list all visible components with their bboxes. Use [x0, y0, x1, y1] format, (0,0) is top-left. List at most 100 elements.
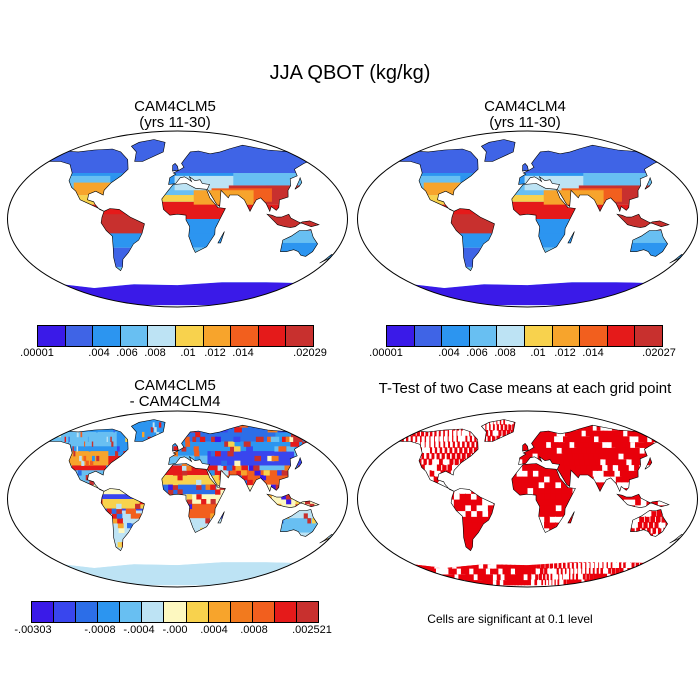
coastline-japan — [644, 176, 653, 190]
value-cell — [111, 508, 118, 514]
significance-cell — [634, 464, 643, 471]
value-cell — [185, 441, 191, 447]
significance-cell — [459, 510, 467, 517]
significance-cell — [441, 453, 445, 460]
significance-cell — [451, 453, 456, 460]
coastline-namerica — [398, 428, 479, 492]
significance-cell — [563, 579, 567, 586]
significance-cell — [589, 562, 591, 569]
significance-cell — [488, 510, 495, 517]
panel-title-line1: CAM4CLM4 — [484, 98, 566, 115]
significance-cell — [539, 573, 542, 581]
significance-cell — [623, 453, 633, 460]
significance-cell — [604, 567, 608, 575]
significance-cell — [627, 562, 631, 569]
significance-cell — [613, 453, 622, 460]
value-cell — [284, 465, 292, 471]
value-cell — [173, 446, 178, 452]
significance-cell — [443, 430, 445, 437]
coastline-namerica — [398, 148, 479, 212]
significance-cell — [551, 579, 553, 586]
panel-title-line2: (yrs 11-30) — [139, 114, 211, 131]
significance-cell — [431, 419, 439, 425]
significance-cell — [503, 579, 511, 586]
significance-cell — [598, 562, 600, 569]
colorbar-swatch — [296, 602, 319, 622]
significance-cell — [567, 453, 575, 460]
value-cell — [116, 508, 122, 514]
significance-cell — [549, 481, 557, 489]
coastline-eurasia — [168, 144, 315, 213]
significance-cell — [459, 487, 466, 494]
colorbar-swatch — [186, 602, 209, 622]
significance-cell — [638, 453, 648, 460]
significance-cell — [502, 567, 509, 575]
significance-cell — [459, 447, 463, 454]
significance-cell — [430, 579, 448, 586]
value-cell — [76, 431, 79, 438]
significance-cell — [429, 430, 433, 437]
significance-cell — [474, 562, 483, 569]
significance-cell — [516, 476, 523, 483]
colorbar-swatch — [469, 326, 498, 346]
significance-cell — [548, 567, 552, 575]
panel-title-bottom-right: T-Test of two Case means at each grid po… — [378, 380, 672, 397]
panel-title-bottom-left: CAM4CLM5 - CAM4CLM4 — [80, 378, 270, 410]
significance-cell — [594, 435, 603, 443]
coastline-uk — [522, 442, 529, 452]
colorbar-swatch — [54, 602, 77, 622]
panel-title-line2: - CAM4CLM4 — [129, 393, 221, 410]
significance-cell — [562, 453, 570, 460]
colorbar-swatch — [93, 326, 121, 346]
significance-cell — [416, 430, 420, 437]
coastline-japan — [294, 456, 303, 470]
significance-cell — [623, 499, 630, 506]
significance-cell — [570, 464, 578, 471]
significance-cell — [468, 447, 473, 454]
significance-cell — [406, 567, 421, 575]
significance-cell — [544, 579, 547, 586]
significance-cell — [510, 481, 517, 489]
significance-cell — [459, 499, 466, 506]
significance-cell — [625, 447, 635, 454]
value-cell — [135, 513, 141, 519]
value-cell — [193, 446, 199, 452]
significance-cell — [398, 562, 412, 569]
colorbar-swatch — [274, 602, 297, 622]
map-difference — [7, 410, 348, 588]
cbar-label: -.00303 — [14, 624, 52, 636]
colorbar-swatch — [38, 326, 66, 346]
value-cell — [227, 451, 234, 457]
significance-cell — [506, 430, 511, 437]
significance-cell — [566, 579, 570, 586]
significance-cell — [420, 435, 422, 443]
significance-cell — [482, 516, 490, 523]
significance-cell — [433, 458, 438, 466]
map-cam4clm5 — [7, 130, 348, 308]
significance-cell — [536, 562, 541, 569]
significance-cell — [555, 499, 563, 506]
significance-cell — [522, 464, 529, 471]
significance-cell — [652, 562, 657, 569]
value-cell — [311, 518, 316, 524]
significance-cell — [566, 487, 574, 494]
significance-cell — [496, 424, 499, 431]
significance-cell — [657, 527, 662, 535]
significance-cell — [605, 579, 615, 586]
significance-cell — [438, 441, 441, 448]
significance-cell — [639, 516, 645, 523]
value-cell — [168, 489, 174, 495]
coastline-australia — [630, 229, 668, 257]
significance-cell — [431, 453, 435, 460]
significance-cell — [639, 447, 650, 454]
significance-cell — [532, 470, 540, 477]
significance-cell — [553, 458, 561, 466]
value-cell — [125, 436, 128, 443]
significance-cell — [431, 413, 442, 419]
significance-cell — [456, 435, 459, 443]
significance-cell — [614, 413, 631, 419]
significance-cell — [538, 493, 546, 500]
value-cell — [209, 470, 215, 476]
significance-cell — [444, 458, 449, 466]
significance-cell — [466, 441, 470, 448]
